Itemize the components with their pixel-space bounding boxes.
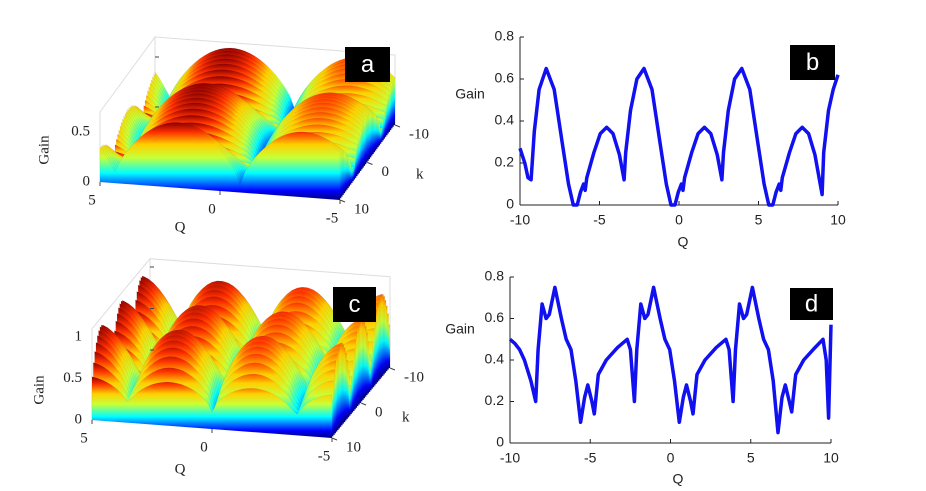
panel-letter-box bbox=[333, 287, 376, 322]
surface-strip bbox=[91, 376, 333, 439]
x-tick-label: 0 bbox=[208, 201, 216, 217]
x-tick-label: 5 bbox=[80, 430, 88, 446]
y-tick-label: 0.8 bbox=[495, 28, 515, 44]
x-axis-label: Q bbox=[678, 234, 689, 250]
y-tick-label: 0.4 bbox=[495, 112, 515, 128]
panel-letter: b bbox=[806, 49, 819, 76]
panel-letter: c bbox=[349, 291, 361, 318]
z-tick-label: 0.5 bbox=[71, 123, 90, 139]
x-tick-label: 0 bbox=[200, 439, 208, 455]
y-tick-label: 0 bbox=[375, 404, 383, 420]
y-tick-label: 10 bbox=[346, 439, 361, 455]
x-tick-label: -5 bbox=[584, 450, 597, 466]
y-tick-label: 0.2 bbox=[495, 154, 515, 170]
y-tick bbox=[339, 199, 346, 203]
y-tick-label: -10 bbox=[409, 126, 429, 142]
x-tick-label: 0 bbox=[675, 212, 683, 228]
z-tick-label: 1 bbox=[75, 328, 83, 344]
y-tick-label: 0.6 bbox=[485, 309, 505, 325]
y-axis-label: Gain bbox=[455, 86, 485, 102]
line-series bbox=[508, 285, 833, 435]
x-tick-label: -5 bbox=[318, 448, 331, 464]
y-tick-label: 0.6 bbox=[495, 70, 515, 86]
x-axis-label: Q bbox=[175, 219, 186, 235]
y-tick-label: 0 bbox=[382, 164, 390, 180]
x-tick-label: 10 bbox=[823, 450, 839, 466]
x-tick-label: -5 bbox=[593, 212, 606, 228]
panel-letter: a bbox=[361, 51, 375, 78]
surface-strip bbox=[99, 122, 341, 201]
panel-letter-box bbox=[345, 47, 390, 82]
x-tick-label: 5 bbox=[88, 192, 96, 208]
y-tick-label: -10 bbox=[404, 369, 424, 385]
x-tick-label: -10 bbox=[500, 450, 520, 466]
y-tick bbox=[394, 124, 401, 128]
z-axis-label: Gain bbox=[36, 135, 52, 165]
y-axis-label: k bbox=[402, 409, 410, 425]
y-tick-label: 0.4 bbox=[485, 351, 505, 367]
z-tick-label: 0 bbox=[83, 173, 91, 189]
y-tick-label: 0 bbox=[506, 196, 514, 212]
x-tick-label: -10 bbox=[510, 212, 530, 228]
panel-letter-box bbox=[790, 288, 833, 320]
panel-letter-box bbox=[790, 45, 835, 80]
y-tick bbox=[367, 162, 373, 165]
y-axis-label: Gain bbox=[445, 321, 475, 337]
z-tick-label: 0 bbox=[75, 411, 83, 427]
x-axis-label: Q bbox=[673, 471, 684, 487]
y-axis-label: k bbox=[416, 166, 424, 182]
y-tick-label: 0.8 bbox=[485, 268, 505, 284]
x-axis-label: Q bbox=[175, 461, 186, 477]
z-tick-label: 0.5 bbox=[63, 370, 82, 386]
line-series bbox=[518, 66, 840, 207]
y-tick-label: 0.2 bbox=[485, 392, 505, 408]
panel-letter: d bbox=[805, 290, 818, 317]
x-tick-label: 0 bbox=[667, 450, 675, 466]
y-tick bbox=[360, 402, 367, 406]
x-tick-label: 5 bbox=[747, 450, 755, 466]
z-axis-label: Gain bbox=[31, 375, 47, 405]
y-tick-label: 10 bbox=[354, 201, 369, 217]
y-tick-label: 0 bbox=[496, 434, 504, 450]
y-tick bbox=[331, 437, 338, 441]
x-tick-label: -5 bbox=[326, 210, 339, 226]
y-tick bbox=[389, 367, 396, 371]
x-tick-label: 5 bbox=[755, 212, 763, 228]
x-tick-label: 10 bbox=[830, 212, 846, 228]
